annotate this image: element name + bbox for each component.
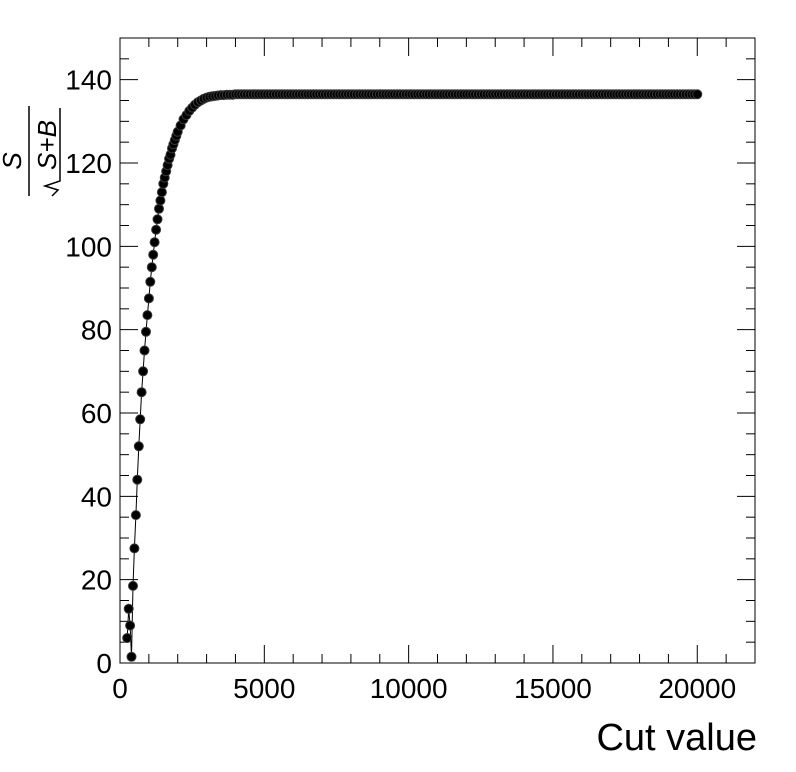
- data-point: [154, 203, 164, 214]
- y-axis: 0 20 40 60 80 100 120 140: [65, 37, 755, 679]
- y-tick-label: 100: [65, 231, 112, 262]
- y-tick-label: 0: [96, 648, 112, 679]
- plot-frame: [119, 37, 756, 664]
- x-tick-label: 0: [112, 673, 128, 704]
- data-point: [146, 262, 157, 273]
- data-point: [145, 276, 156, 287]
- data-point: [132, 474, 143, 485]
- data-point: [122, 633, 133, 643]
- data-point: [126, 651, 137, 662]
- data-point: [151, 224, 162, 235]
- data-point: [133, 441, 144, 452]
- data-point: [139, 345, 150, 356]
- data-point: [138, 366, 149, 377]
- data-point: [142, 310, 153, 321]
- data-point: [156, 187, 167, 198]
- data-point: [141, 326, 151, 337]
- y-tick-label: 20: [81, 565, 112, 596]
- plot-area-border: [119, 37, 756, 664]
- data-point: [143, 293, 154, 304]
- x-tick-label: 15000: [514, 673, 592, 704]
- y-axis-title: S S+B: [0, 106, 62, 197]
- data-point: [148, 249, 159, 260]
- x-axis: 0 5000 10000 15000 20000: [112, 38, 756, 704]
- data-point: [123, 603, 134, 614]
- y-axis-title-sqrt-sign: [42, 108, 61, 197]
- data-point: [152, 214, 163, 225]
- x-tick-label: 10000: [370, 673, 448, 704]
- y-tick-label: 60: [81, 398, 112, 429]
- y-tick-label: 140: [65, 65, 112, 96]
- x-tick-label: 5000: [233, 673, 295, 704]
- data-point: [129, 543, 140, 554]
- data-point: [692, 89, 703, 100]
- y-tick-label: 120: [65, 148, 112, 179]
- data-point: [128, 580, 138, 591]
- series-line: [126, 93, 698, 657]
- y-tick-label: 40: [81, 481, 112, 512]
- y-tick-label: 80: [81, 315, 112, 346]
- y-axis-title-numerator: S: [0, 152, 27, 170]
- x-axis-title: Cut value: [596, 717, 757, 759]
- data-point: [155, 195, 166, 206]
- data-point: [135, 414, 146, 425]
- data-points: [122, 89, 703, 662]
- data-point: [136, 387, 147, 398]
- data-point: [130, 510, 141, 521]
- y-axis-title-denominator: S+B: [32, 120, 62, 170]
- x-tick-label: 20000: [658, 673, 736, 704]
- data-point: [125, 620, 136, 631]
- data-point: [149, 237, 160, 248]
